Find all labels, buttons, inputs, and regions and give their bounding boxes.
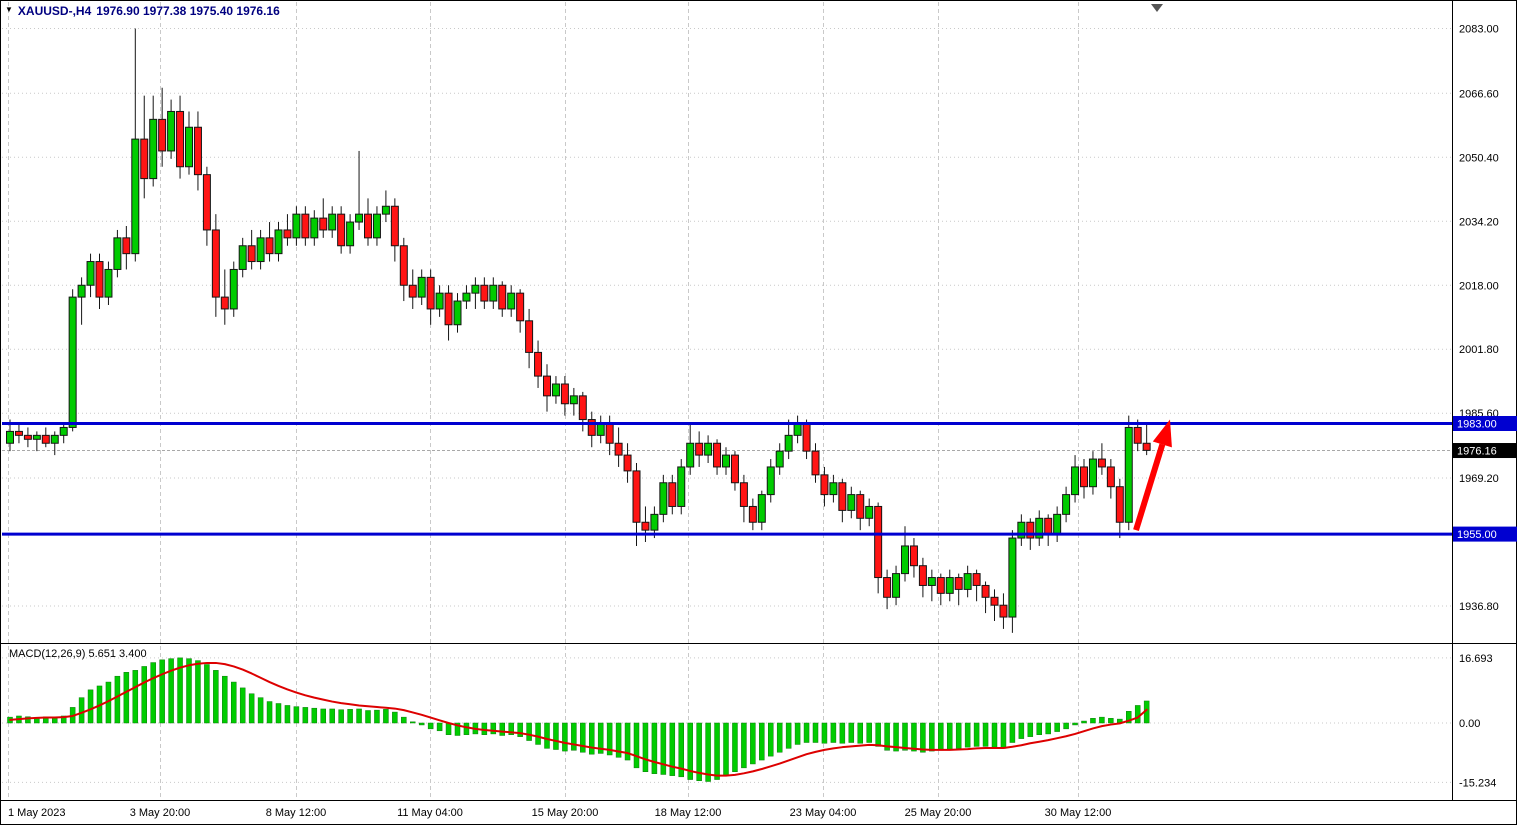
svg-text:2050.40: 2050.40 [1459,152,1499,164]
svg-text:2034.20: 2034.20 [1459,216,1499,228]
svg-text:30 May 12:00: 30 May 12:00 [1045,807,1112,819]
trend-arrow[interactable] [1133,419,1172,532]
svg-text:23 May 04:00: 23 May 04:00 [790,807,857,819]
svg-text:1936.80: 1936.80 [1459,601,1499,613]
symbol-dropdown-icon: ▼ [5,5,13,14]
svg-text:2001.80: 2001.80 [1459,344,1499,356]
svg-text:16.693: 16.693 [1459,653,1493,665]
svg-text:25 May 20:00: 25 May 20:00 [905,807,972,819]
svg-text:1983.00: 1983.00 [1457,419,1497,431]
macd-indicator-label: MACD(12,26,9) 5.651 3.400 [9,648,147,660]
svg-text:2083.00: 2083.00 [1459,24,1499,36]
svg-text:3 May 20:00: 3 May 20:00 [130,807,191,819]
svg-text:18 May 12:00: 18 May 12:00 [655,807,722,819]
ohlc-values: 1976.90 1977.38 1975.40 1976.16 [96,4,280,18]
grid-layer [2,2,1452,800]
svg-text:1969.20: 1969.20 [1459,473,1499,485]
svg-text:-15.234: -15.234 [1459,777,1496,789]
chart-shift-marker-icon[interactable] [1151,4,1163,12]
horizontal-level-lines[interactable] [2,422,1452,536]
chart-title: ▼ XAUUSD-,H4 1976.90 1977.38 1975.40 197… [5,4,280,18]
svg-text:0.00: 0.00 [1459,718,1480,730]
svg-text:2018.00: 2018.00 [1459,280,1499,292]
price-axis[interactable]: 2083.00 2066.60 2050.40 2034.20 2018.00 2001.… [1453,24,1517,790]
svg-text:15 May 20:00: 15 May 20:00 [532,807,599,819]
svg-text:8 May 12:00: 8 May 12:00 [266,807,327,819]
svg-text:1976.16: 1976.16 [1457,446,1497,458]
symbol-timeframe-label: XAUUSD-,H4 [17,4,92,18]
svg-text:1955.00: 1955.00 [1457,529,1497,541]
time-axis[interactable]: 1 May 2023 3 May 20:00 8 May 12:00 11 May 0… [8,807,1111,819]
macd-layer [7,657,1150,782]
candles-layer[interactable] [6,28,1151,633]
svg-text:11 May 04:00: 11 May 04:00 [397,807,463,819]
svg-text:2066.60: 2066.60 [1459,88,1499,100]
svg-text:1 May 2023: 1 May 2023 [8,807,65,819]
